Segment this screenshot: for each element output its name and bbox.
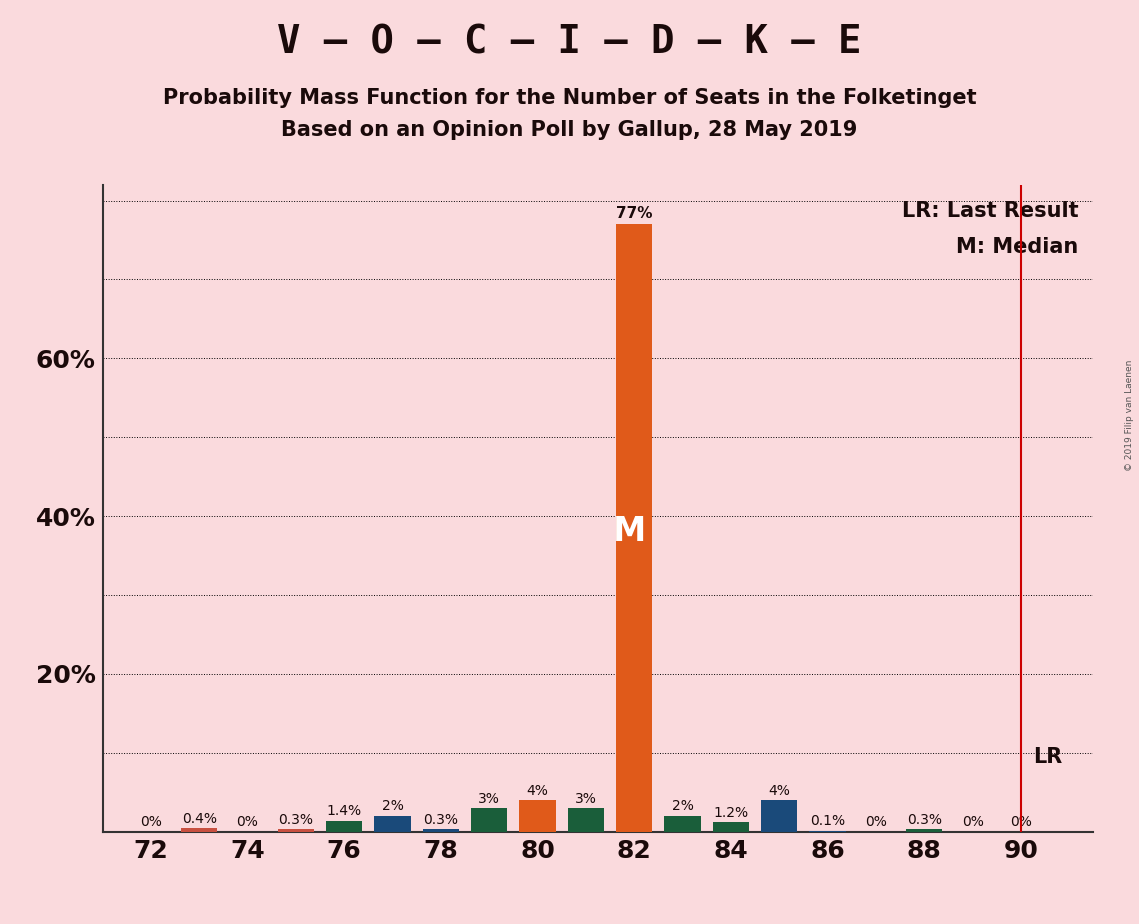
Bar (423, 829, 459, 832)
Text: 0%: 0% (140, 815, 162, 829)
Bar (761, 800, 797, 832)
Text: Based on an Opinion Poll by Gallup, 28 May 2019: Based on an Opinion Poll by Gallup, 28 M… (281, 120, 858, 140)
Text: 0%: 0% (865, 815, 887, 829)
Text: 1.4%: 1.4% (327, 804, 362, 818)
Bar (375, 816, 411, 832)
Text: M: Median: M: Median (957, 237, 1079, 257)
Bar (326, 821, 362, 832)
Text: 0%: 0% (237, 815, 259, 829)
Bar (616, 225, 653, 832)
Text: 0.3%: 0.3% (907, 813, 942, 827)
Text: 0.3%: 0.3% (278, 813, 313, 827)
Text: 0%: 0% (1010, 815, 1032, 829)
Text: LR: Last Result: LR: Last Result (902, 201, 1079, 221)
Bar (278, 829, 314, 832)
Text: 1.2%: 1.2% (713, 806, 748, 820)
Text: Probability Mass Function for the Number of Seats in the Folketinget: Probability Mass Function for the Number… (163, 88, 976, 108)
Bar (519, 800, 556, 832)
Text: 3%: 3% (575, 792, 597, 806)
Text: 4%: 4% (769, 784, 790, 797)
Text: 2%: 2% (382, 799, 403, 813)
Bar (907, 829, 942, 832)
Text: 0%: 0% (961, 815, 984, 829)
Text: 2%: 2% (672, 799, 694, 813)
Text: 0.3%: 0.3% (424, 813, 458, 827)
Bar (472, 808, 507, 832)
Bar (567, 808, 604, 832)
Text: M: M (613, 516, 646, 548)
Text: 77%: 77% (616, 206, 653, 221)
Text: © 2019 Filip van Laenen: © 2019 Filip van Laenen (1125, 360, 1134, 471)
Text: 3%: 3% (478, 792, 500, 806)
Text: 0.4%: 0.4% (182, 812, 216, 826)
Text: 0.1%: 0.1% (810, 814, 845, 829)
Text: 4%: 4% (526, 784, 549, 797)
Bar (713, 822, 749, 832)
Text: V – O – C – I – D – K – E: V – O – C – I – D – K – E (277, 23, 862, 61)
Bar (181, 829, 218, 832)
Bar (664, 816, 700, 832)
Text: LR: LR (1033, 747, 1063, 767)
